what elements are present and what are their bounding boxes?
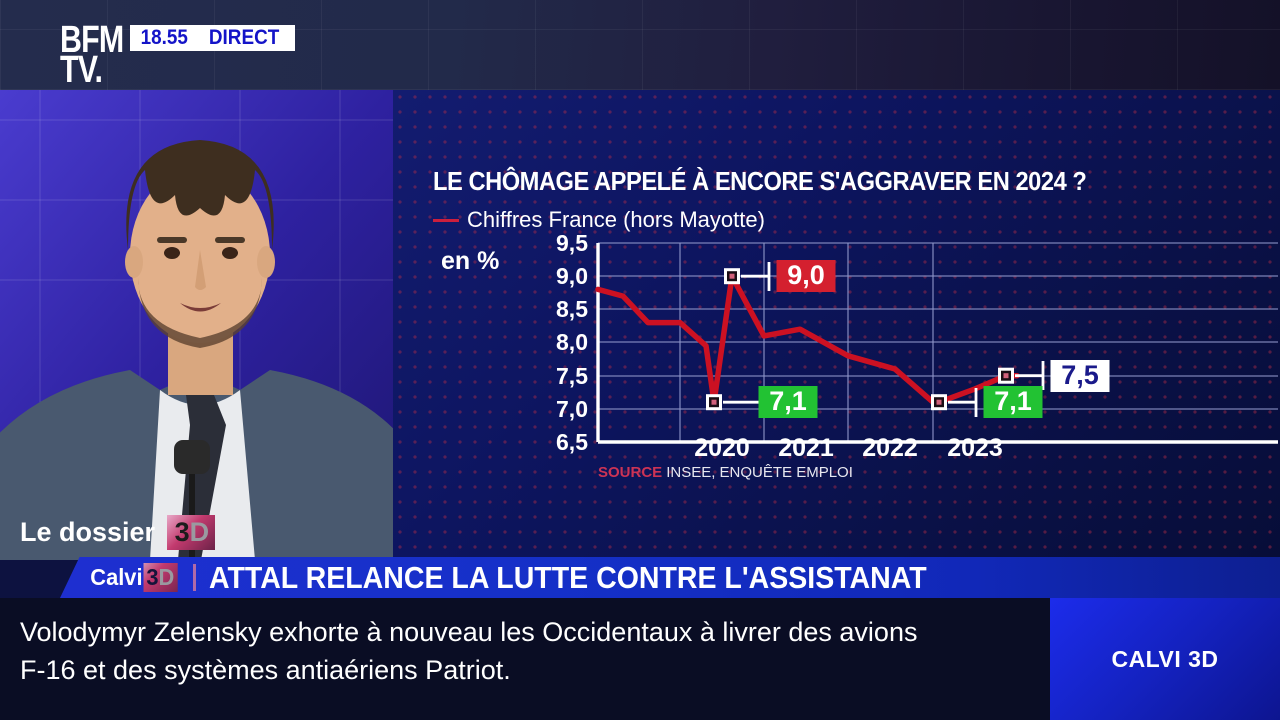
- svg-text:7,5: 7,5: [1061, 360, 1099, 390]
- svg-text:2022: 2022: [862, 434, 918, 462]
- svg-text:8,5: 8,5: [556, 296, 588, 322]
- svg-text:9,0: 9,0: [787, 260, 825, 290]
- svg-text:6,5: 6,5: [556, 429, 588, 455]
- svg-text:7,1: 7,1: [769, 386, 807, 416]
- svg-text:8,0: 8,0: [556, 329, 588, 355]
- svg-text:7,1: 7,1: [994, 386, 1032, 416]
- svg-text:2021: 2021: [778, 434, 834, 462]
- svg-text:9,0: 9,0: [556, 263, 588, 289]
- svg-text:7,5: 7,5: [556, 363, 588, 389]
- svg-text:9,5: 9,5: [556, 230, 588, 256]
- svg-text:7,0: 7,0: [556, 396, 588, 422]
- svg-text:2020: 2020: [694, 434, 750, 462]
- svg-text:2023: 2023: [947, 434, 1003, 462]
